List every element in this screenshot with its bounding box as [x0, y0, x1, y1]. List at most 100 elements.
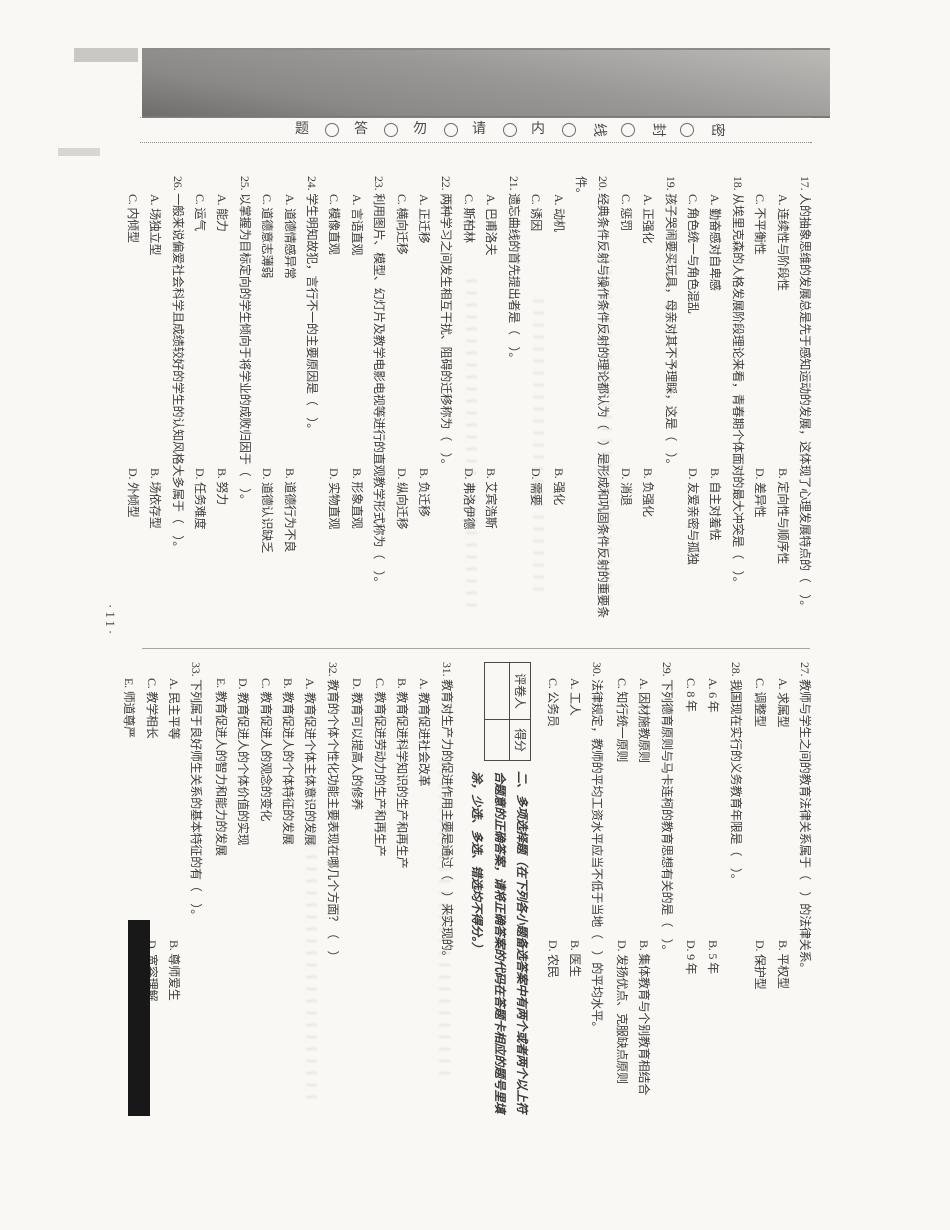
seal-char-5: 请 [472, 122, 487, 137]
option-row: A. 因材施教原则 B. 集体教育与个别教育相结合 [633, 662, 655, 1117]
question-stem: 31. 教育对生产力的促进作用主要是通过（ ）来实现的。 [439, 662, 454, 963]
seal-char-6: 勿 [413, 122, 427, 137]
seal-circle-icon [384, 123, 399, 137]
page-right-questions-27-33: 27. 教师与学生之间的教育法律关系属于（ ）的法律关系。 A. 求属型 B. 平权… [116, 662, 816, 1117]
questions-27-30: 27. 教师与学生之间的教育法律关系属于（ ）的法律关系。 A. 求属型 B. 平权… [541, 662, 816, 1117]
option-row: A. 正迁移 B. 负迁移 [413, 176, 435, 641]
option-D: D. 实物直观 [327, 468, 342, 530]
question-28: 28. 我国现在实行的义务教育年限是（ ）。 A. 6 年 B. 5 年 C. 8 年… [680, 662, 747, 1117]
question-31: 31. 教育对生产力的促进作用主要是通过（ ）来实现的。 A. 教育促进社会改革 B… [346, 662, 458, 1117]
option-row: D. 教育可以提高人的修养 [346, 662, 368, 1117]
option-C: C. 诱因 [529, 194, 544, 232]
seal-circle-icon [443, 123, 458, 137]
option-row: A. 巴甫洛夫 B. 艾宾浩斯 [480, 176, 502, 641]
option-C: C. 8 年 [683, 678, 698, 712]
question-24: 24. 学生明知故犯，言行不一的主要原因是（ ）。 A. 道德情感异常 B. 道德行… [256, 176, 323, 641]
option-B: B. 集体教育与个别教育相结合 [637, 940, 652, 1096]
seal-line-strip: 密封线内请勿答题 [140, 117, 812, 143]
option-D: D. 保护型 [753, 940, 768, 990]
option-B: B. 自主对羞怯 [708, 468, 723, 541]
option-C: C. 公务员 [545, 678, 560, 727]
option-D: D. 教育促进人的个体价值的实现 [236, 678, 251, 846]
question-stem: 25. 以掌握为目标定向的学生倾向于将学业的成败归因于（ ）。 [237, 176, 252, 506]
question-20: 20. 经典条件反射与操作条件反射的理论都认为（ ）是形成和巩固条件反射的重要条… [525, 176, 615, 641]
question-stem: 27. 教师与学生之间的教育法律关系属于（ ）的法律关系。 [798, 662, 812, 975]
page-number: ·11· [103, 604, 118, 638]
option-C: C. 运气 [193, 194, 208, 232]
question-stem: 23. 利用图片、模型、幻灯片及教学电影电视等进行的直观教学形式称为（ ）。 [372, 176, 387, 589]
option-C: C. 角色统一与角色混乱 [685, 194, 700, 314]
question-stem: 21. 遗忘曲线的首先提出者是（ ）。 [506, 176, 521, 365]
seal-circle-icon [621, 123, 636, 137]
option-A: A. 教育促进社会改革 [417, 678, 432, 787]
section-2-heading: 二、多项选择题 [515, 771, 530, 854]
option-B: B. 负强化 [641, 468, 656, 517]
option-row: C. 诱因 D. 需要 [525, 176, 547, 641]
option-C: C. 斯柏林 [461, 194, 476, 243]
seal-circle-icon [562, 123, 576, 137]
option-row: C. 斯柏林 D. 弗洛伊德 [458, 176, 480, 641]
option-B: B. 场依存型 [148, 468, 163, 529]
option-row: A. 动机 B. 强化 [547, 176, 569, 641]
option-A: A. 言语直观 [349, 194, 364, 256]
question-stem: 30. 法律规定，教师的平均工资水平应当不低于当地（ ）的平均水平。 [590, 662, 605, 1034]
option-A: A. 教育促进个体主体意识的发展 [303, 678, 318, 846]
question-21: 21. 遗忘曲线的首先提出者是（ ）。 A. 巴甫洛夫 B. 艾宾浩斯 C. 斯柏林 D… [458, 176, 525, 641]
option-row: C. 调整型 D. 保护型 [749, 662, 771, 1117]
question-32: 32. 教育的个体个性化功能主要表现在哪几个方面？（ ） A. 教育促进个体主体意… [209, 662, 343, 1117]
option-B: B. 强化 [551, 468, 566, 506]
score-table-score-cell [484, 719, 510, 761]
option-B: B. 医生 [567, 940, 582, 978]
seal-char-8: 题 [294, 122, 309, 137]
question-19: 19. 孩子哭闹要买玩具，母亲对其不予理睬，这是（ ）。 A. 正强化 B. 负强化… [614, 176, 681, 641]
option-row: A. 求属型 B. 平权型 [771, 662, 793, 1117]
option-row: C. 道德意志薄弱 D. 道德认识缺乏 [256, 176, 278, 641]
seal-circle-icon [502, 123, 517, 137]
option-D: D. 农民 [545, 940, 560, 978]
option-A: A. 6 年 [706, 678, 721, 713]
option-A: A. 民主平等 [167, 678, 182, 740]
option-row: C. 角色统一与角色混乱 D. 友爱亲密与孤独 [682, 176, 704, 641]
question-stem: 20. 经典条件反射与操作条件反射的理论都认为（ ）是形成和巩固条件反射的重要条… [573, 176, 611, 619]
option-C: C. 教育促进劳动力的生产和再生产 [372, 678, 387, 857]
question-stem: 22. 两种学习之间发生相互干扰、阻碍的迁移称为（ ）。 [439, 176, 454, 471]
option-A: A. 场独立型 [148, 194, 163, 256]
question-stem: 17. 人的抽象思维的发展总是先于感知运动的发展，这体现了心理发展特点的（ ）。 [798, 176, 812, 613]
question-stem: 26. 一般来说偏爱社会科学且成绩较好的学生的认知风格大多属于（ ）。 [170, 176, 185, 554]
option-C: C. 惩罚 [618, 194, 633, 232]
option-E: E. 师道尊严 [122, 678, 137, 738]
option-row: C. 不平衡性 D. 差异性 [749, 176, 771, 641]
option-row: A. 道德情感异常 B. 道德行为不良 [278, 176, 300, 641]
option-C: C. 横向迁移 [394, 194, 409, 255]
option-A: A. 连续性与阶段性 [775, 194, 790, 291]
question-stem: 24. 学生明知故犯，言行不一的主要原因是（ ）。 [305, 176, 320, 436]
option-B: B. 5 年 [706, 940, 721, 974]
option-row: B. 教育促进科学知识的生产和再生产 [391, 662, 413, 1117]
question-26: 26. 一般来说偏爱社会科学且成绩较好的学生的认知风格大多属于（ ）。 A. 场独… [121, 176, 188, 641]
seal-char-7: 答 [353, 122, 368, 137]
option-A: A. 道德情感异常 [282, 194, 297, 279]
option-D: D. 消退 [618, 468, 633, 506]
option-row: C. 内倾型 D. 外倾型 [121, 176, 143, 641]
option-D: D. 任务难度 [193, 468, 208, 530]
option-row: A. 言语直观 B. 形象直观 [345, 176, 367, 641]
option-row: A. 能力 B. 努力 [211, 176, 233, 641]
option-A: A. 勤奋感对自卑感 [708, 194, 723, 291]
option-A: A. 动机 [551, 194, 566, 232]
page-left-questions-17-26: 17. 人的抽象思维的发展总是先于感知运动的发展，这体现了心理发展特点的（ ）。… [121, 176, 816, 641]
option-row: C. 教育促进人的观念的变化 [254, 662, 276, 1117]
option-A: A. 能力 [215, 194, 230, 232]
option-A: A. 正迁移 [417, 194, 432, 244]
question-stem: 32. 教育的个体个性化功能主要表现在哪几个方面？（ ） [325, 662, 340, 963]
score-table-reviewer-label: 评卷人 [509, 662, 531, 720]
option-row: A. 教育促进个体主体意识的发展 [299, 662, 321, 1117]
option-D: D. 友爱亲密与孤独 [685, 468, 700, 565]
option-B: B. 平权型 [775, 940, 790, 989]
option-B: B. 努力 [215, 468, 230, 506]
option-B: B. 定向性与顺序性 [775, 468, 790, 565]
score-table-reviewer-cell [484, 662, 510, 720]
question-stem: 19. 孩子哭闹要买玩具，母亲对其不予理睬，这是（ ）。 [663, 176, 678, 471]
option-C: C. 道德意志薄弱 [260, 194, 275, 279]
